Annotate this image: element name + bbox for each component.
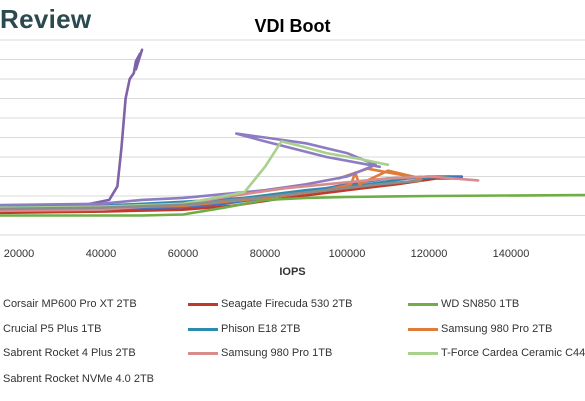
legend-swatch [188, 302, 218, 306]
legend-item: Seagate Firecuda 530 2TB [188, 298, 352, 310]
legend-label: Samsung 980 Pro 1TB [221, 347, 333, 359]
legend-item: Phison E18 2TB [188, 323, 301, 335]
legend-swatch [408, 327, 438, 331]
legend-label: Sabrent Rocket 4 Plus 2TB [3, 347, 136, 359]
x-tick-label: 140000 [493, 248, 530, 260]
legend-item: T-Force Cardea Ceramic C44 [408, 347, 585, 359]
series-line [0, 193, 585, 217]
legend-item: Sabrent Rocket NVMe 4.0 2TB [0, 373, 154, 385]
legend-label: Phison E18 2TB [221, 323, 301, 335]
legend-label: WD SN850 1TB [441, 298, 520, 310]
legend-label: Sabrent Rocket NVMe 4.0 2TB [3, 373, 155, 385]
legend-label: Samsung 980 Pro 2TB [441, 323, 553, 335]
legend-swatch [188, 327, 218, 331]
x-tick-label: 80000 [250, 248, 281, 260]
series-line [0, 175, 480, 213]
legend-label: T-Force Cardea Ceramic C44 [441, 347, 585, 359]
legend-item: Crucial P5 Plus 1TB [0, 323, 101, 335]
legend-item: Samsung 980 Pro 2TB [408, 323, 552, 335]
x-axis-label: IOPS [279, 266, 306, 278]
legend-item: WD SN850 1TB [408, 298, 519, 310]
x-tick-label: 20000 [4, 248, 35, 260]
series-line [0, 132, 382, 207]
legend-label: Crucial P5 Plus 1TB [3, 323, 102, 335]
legend-swatch [408, 351, 438, 355]
legend-item: Sabrent Rocket 4 Plus 2TB [0, 347, 136, 359]
legend-label: Seagate Firecuda 530 2TB [221, 298, 353, 310]
legend-item: Corsair MP600 Pro XT 2TB [0, 298, 137, 310]
legend-label: Corsair MP600 Pro XT 2TB [3, 298, 137, 310]
legend-swatch [188, 351, 218, 355]
legend-swatch [408, 302, 438, 306]
x-tick-label: 100000 [329, 248, 366, 260]
brand-logo-text: Review [0, 4, 92, 34]
series-line [0, 179, 423, 211]
legend-item: Samsung 980 Pro 1TB [188, 347, 332, 359]
chart-title: VDI Boot [254, 16, 331, 36]
x-tick-label: 40000 [86, 248, 117, 260]
x-tick-label: 120000 [411, 248, 448, 260]
x-tick-label: 60000 [168, 248, 199, 260]
